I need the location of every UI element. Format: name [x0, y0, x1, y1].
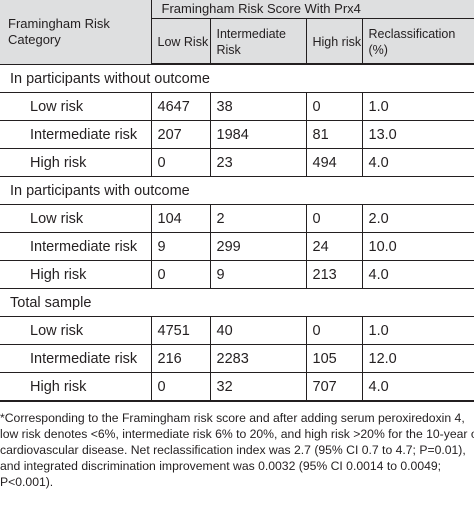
table-row: Low risk 4751 40 0 1.0 [0, 316, 474, 345]
cell-reclassification: 4.0 [361, 260, 474, 289]
header-risk-category: Framingham Risk Category [0, 0, 151, 65]
cell-high: 81 [305, 120, 362, 149]
cell-intermediate: 1984 [209, 120, 306, 149]
cell-high: 24 [305, 232, 362, 261]
header-group-prx4: Framingham Risk Score With Prx4 [150, 0, 474, 19]
footnote-line: cardiovascular disease. Net reclassifica… [0, 443, 466, 457]
row-label: High risk [0, 260, 151, 289]
footnote-line: P<0.001). [0, 475, 54, 489]
cell-reclassification: 13.0 [361, 120, 474, 149]
cell-high: 0 [305, 316, 362, 345]
section-title: In participants with outcome [0, 176, 474, 205]
cell-reclassification: 2.0 [361, 204, 474, 233]
cell-low: 0 [150, 260, 210, 289]
cell-reclassification: 12.0 [361, 344, 474, 373]
table-row: Low risk 4647 38 0 1.0 [0, 92, 474, 121]
cell-low: 207 [150, 120, 210, 149]
table-row: Intermediate risk 207 1984 81 13.0 [0, 120, 474, 149]
table-row: High risk 0 23 494 4.0 [0, 148, 474, 177]
footnote-line: low risk denotes <6%, intermediate risk … [0, 427, 474, 441]
section-title: Total sample [0, 288, 474, 317]
header-high-risk: High risk [305, 18, 362, 65]
cell-high: 707 [305, 372, 362, 402]
header-reclassification: Reclassification (%) [361, 18, 474, 65]
table-row: High risk 0 9 213 4.0 [0, 260, 474, 289]
row-label: Intermediate risk [0, 120, 151, 149]
section-total-sample: Total sample Low risk 4751 40 0 1.0 Inte… [0, 288, 474, 402]
cell-high: 0 [305, 204, 362, 233]
cell-low: 0 [150, 148, 210, 177]
cell-intermediate: 2283 [209, 344, 306, 373]
table-row: Intermediate risk 9 299 24 10.0 [0, 232, 474, 261]
cell-high: 0 [305, 92, 362, 121]
cell-intermediate: 40 [209, 316, 306, 345]
section-without-outcome: In participants without outcome Low risk… [0, 64, 474, 177]
cell-intermediate: 38 [209, 92, 306, 121]
row-label: Low risk [0, 92, 151, 121]
cell-high: 105 [305, 344, 362, 373]
cell-intermediate: 32 [209, 372, 306, 402]
cell-reclassification: 1.0 [361, 316, 474, 345]
section-with-outcome: In participants with outcome Low risk 10… [0, 176, 474, 289]
cell-low: 4647 [150, 92, 210, 121]
table-row: Intermediate risk 216 2283 105 12.0 [0, 344, 474, 373]
row-label: Intermediate risk [0, 344, 151, 373]
row-label: Intermediate risk [0, 232, 151, 261]
row-label: High risk [0, 148, 151, 177]
table-row: High risk 0 32 707 4.0 [0, 372, 474, 402]
cell-reclassification: 4.0 [361, 372, 474, 402]
cell-low: 4751 [150, 316, 210, 345]
table-footnote: *Corresponding to the Framingham risk sc… [0, 410, 474, 490]
cell-intermediate: 299 [209, 232, 306, 261]
cell-high: 213 [305, 260, 362, 289]
header-intermediate-risk: Intermediate Risk [209, 18, 306, 65]
cell-intermediate: 9 [209, 260, 306, 289]
reclassification-table: Framingham Risk Category Framingham Risk… [0, 0, 474, 402]
cell-reclassification: 1.0 [361, 92, 474, 121]
cell-intermediate: 23 [209, 148, 306, 177]
row-label: High risk [0, 372, 151, 402]
cell-intermediate: 2 [209, 204, 306, 233]
header-low-risk: Low Risk [150, 18, 210, 65]
section-title: In participants without outcome [0, 64, 474, 93]
cell-reclassification: 10.0 [361, 232, 474, 261]
cell-low: 216 [150, 344, 210, 373]
table-row: Low risk 104 2 0 2.0 [0, 204, 474, 233]
cell-reclassification: 4.0 [361, 148, 474, 177]
row-label: Low risk [0, 204, 151, 233]
cell-high: 494 [305, 148, 362, 177]
cell-low: 104 [150, 204, 210, 233]
footnote-line: *Corresponding to the Framingham risk sc… [0, 411, 465, 425]
footnote-line: and integrated discrimination improvemen… [0, 459, 442, 473]
cell-low: 0 [150, 372, 210, 402]
cell-low: 9 [150, 232, 210, 261]
row-label: Low risk [0, 316, 151, 345]
